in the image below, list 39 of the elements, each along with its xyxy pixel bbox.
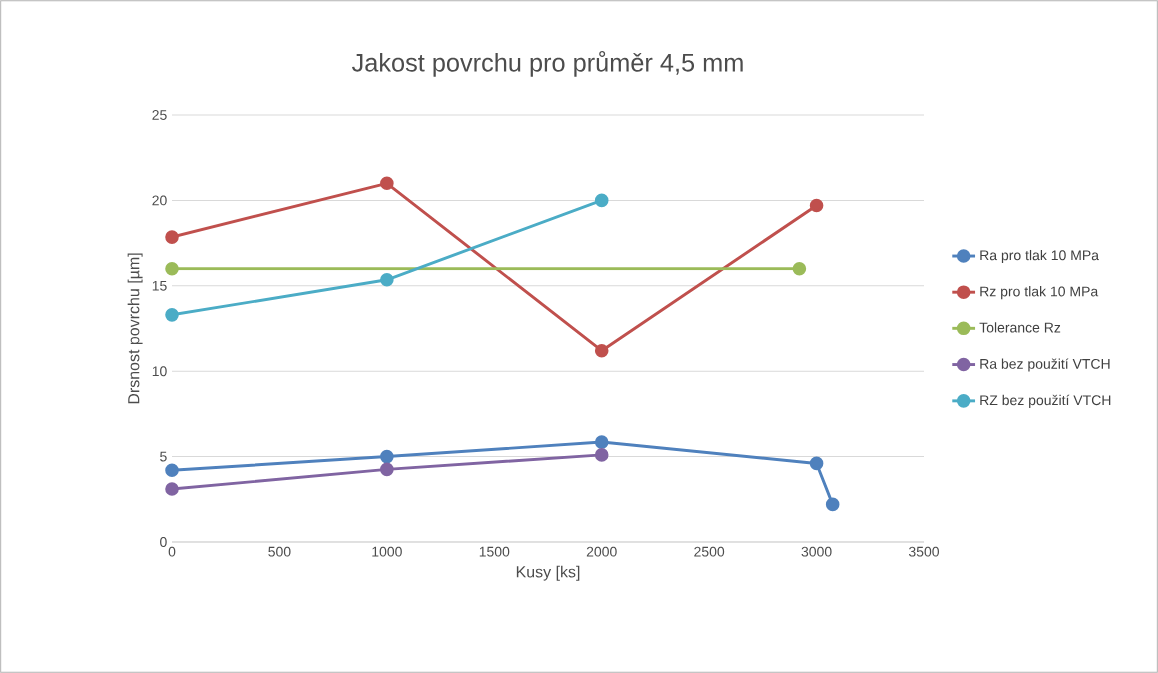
point [165,230,179,244]
legend-label: RZ bez použití VTCH [980,394,1111,408]
point [792,261,807,276]
point [165,261,179,276]
point [165,482,179,496]
point [380,273,394,287]
chart-title: Jakost povrchu pro průměr 4,5 mm [351,51,743,77]
y-tick-label: 15 [152,280,167,291]
x-tick-label: 500 [268,546,291,557]
point [594,193,609,208]
x-axis-title: Kusy [ks] [516,565,580,581]
point [165,308,179,322]
x-tick-label: 1000 [372,546,402,557]
point [594,343,609,358]
point [165,463,179,478]
x-tick-label: 2500 [694,546,725,557]
y-tick-label: 5 [160,451,167,462]
x-tick-label: 0 [168,546,176,557]
point [825,497,840,512]
x-tick-label: 1500 [479,546,510,557]
legend-label: Ra pro tlak 10 MPa [980,249,1099,264]
point [380,449,394,464]
y-axis-title: Drsnost povrchu [µm] [127,253,143,404]
y-tick-label: 25 [152,110,167,120]
point [594,435,609,449]
x-tick-label: 3000 [801,546,832,557]
y-tick-label: 0 [160,537,167,547]
point [594,448,609,462]
x-tick-label: 2000 [586,546,617,557]
legend-label: Ra bez použití VTCH [980,358,1110,372]
legend-label: Tolerance Rz [979,322,1061,333]
y-tick-label: 10 [152,366,167,377]
point [380,176,394,191]
point [809,198,824,213]
point [809,456,824,471]
y-tick-label: 20 [152,195,167,206]
x-tick-label: 3500 [908,546,940,557]
point [380,462,394,477]
legend-label: Rz pro tlak 10 MPa [980,286,1099,300]
